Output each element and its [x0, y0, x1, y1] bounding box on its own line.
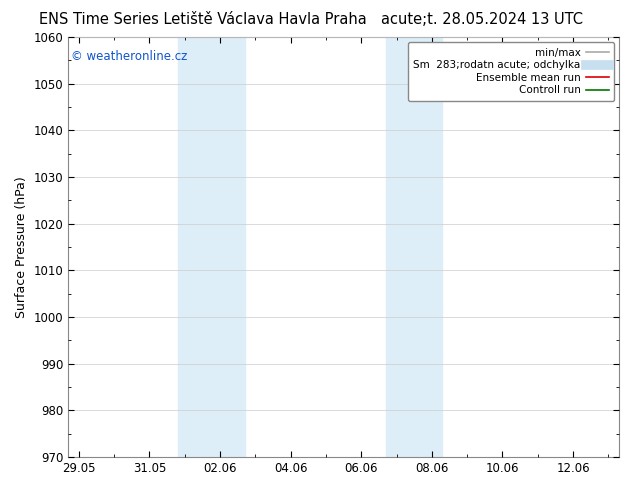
Bar — [178, 37, 245, 457]
Y-axis label: Surface Pressure (hPa): Surface Pressure (hPa) — [15, 176, 28, 318]
Text: acute;t. 28.05.2024 13 UTC: acute;t. 28.05.2024 13 UTC — [381, 12, 583, 27]
Legend: min/max, Sm  283;rodatn acute; odchylka, Ensemble mean run, Controll run: min/max, Sm 283;rodatn acute; odchylka, … — [408, 42, 614, 100]
Text: © weatheronline.cz: © weatheronline.cz — [71, 50, 187, 63]
Bar — [386, 37, 443, 457]
Text: ENS Time Series Letiště Václava Havla Praha: ENS Time Series Letiště Václava Havla Pr… — [39, 12, 366, 27]
